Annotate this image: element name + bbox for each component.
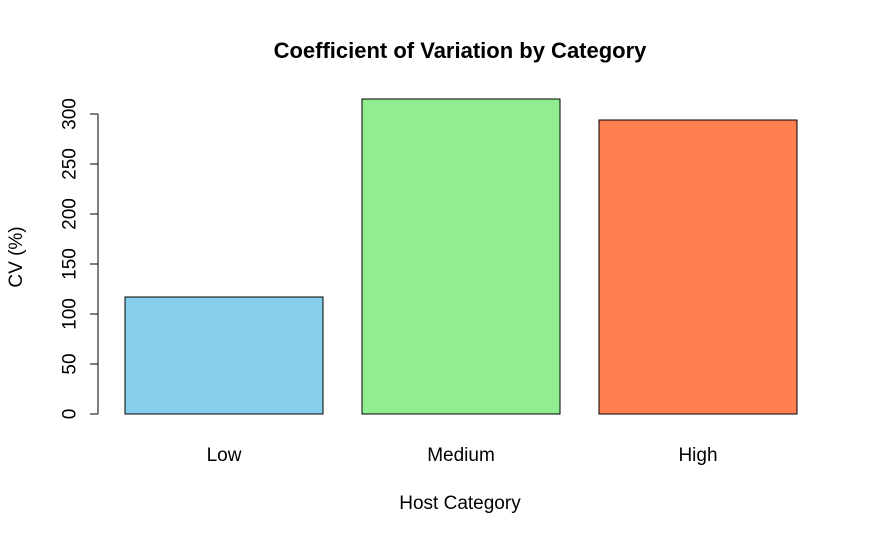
bar-low [124, 296, 324, 415]
y-tick-label: 200 [60, 198, 81, 230]
y-tick-label: 100 [60, 298, 81, 330]
y-axis: 0 50 100 150 200 250 300 [60, 98, 99, 420]
y-tick-label: 250 [60, 148, 81, 180]
y-tick-label: 150 [60, 248, 81, 280]
x-tick-labels: Low Medium High [207, 445, 718, 466]
bar-high [598, 119, 798, 415]
y-tick-label: 300 [60, 98, 81, 130]
x-tick-label: Low [207, 445, 242, 466]
bar-medium [361, 98, 561, 415]
y-tick-label: 50 [60, 353, 81, 374]
y-axis-label: CV (%) [6, 226, 27, 287]
bars-group [124, 98, 798, 415]
chart-title: Coefficient of Variation by Category [274, 38, 648, 63]
y-tick-label: 0 [60, 409, 81, 420]
x-axis-label: Host Category [399, 493, 521, 514]
x-tick-label: Medium [427, 445, 495, 466]
x-tick-label: High [678, 445, 717, 466]
